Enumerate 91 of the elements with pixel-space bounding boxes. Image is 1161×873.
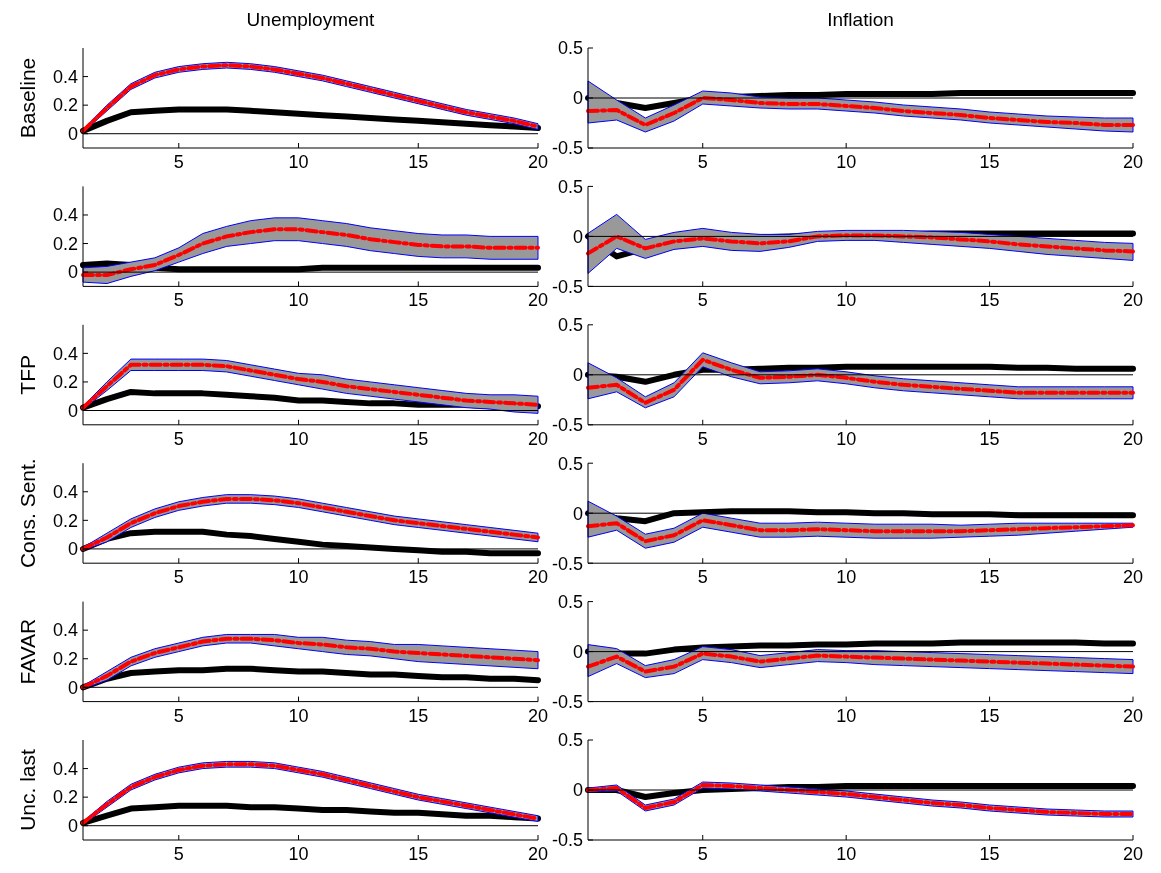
x-tick-label: 5 bbox=[173, 567, 184, 588]
x-tick-label: 10 bbox=[836, 152, 857, 172]
y-tick-label: 0.5 bbox=[557, 730, 583, 751]
x-tick-label: 20 bbox=[1122, 705, 1144, 726]
y-axis-title: TFP bbox=[16, 354, 39, 395]
x-tick-label: 20 bbox=[527, 152, 549, 172]
y-axis-title: Unc. last bbox=[16, 748, 39, 831]
y-tick-label: 0.5 bbox=[557, 176, 583, 197]
x-tick-label: 20 bbox=[527, 290, 549, 311]
y-tick-label: 0 bbox=[67, 816, 78, 837]
x-tick-label: 20 bbox=[527, 705, 549, 726]
y-tick-label: 0 bbox=[572, 780, 583, 801]
y-axis-title: Cons. Sent. bbox=[16, 458, 39, 569]
x-tick-label: 15 bbox=[408, 567, 429, 588]
x-tick-label: 5 bbox=[173, 152, 184, 172]
x-tick-label: 10 bbox=[288, 844, 309, 864]
y-tick-label: 0 bbox=[572, 503, 583, 524]
x-tick-label: 15 bbox=[408, 152, 429, 172]
x-tick-label: 15 bbox=[408, 844, 429, 864]
x-tick-label: 15 bbox=[408, 290, 429, 311]
x-tick-label: 20 bbox=[527, 567, 549, 588]
x-tick-label: 20 bbox=[1122, 844, 1144, 864]
y-tick-label: 0 bbox=[67, 677, 78, 698]
x-tick-label: 20 bbox=[1122, 152, 1144, 172]
x-tick-label: 20 bbox=[527, 844, 549, 864]
x-tick-label: 5 bbox=[173, 428, 184, 449]
y-tick-label: 0 bbox=[67, 400, 78, 421]
x-tick-label: 5 bbox=[697, 567, 708, 588]
y-axis-title: FAVAR bbox=[16, 618, 39, 685]
x-tick-label: 5 bbox=[697, 290, 708, 311]
y-tick-label: 0.2 bbox=[52, 233, 78, 254]
y-tick-label: 0 bbox=[572, 88, 583, 109]
x-tick-label: 20 bbox=[527, 428, 549, 449]
y-tick-label: 0 bbox=[67, 124, 78, 145]
x-tick-label: 10 bbox=[836, 290, 857, 311]
y-tick-label: 0.2 bbox=[52, 510, 78, 531]
y-tick-label: 0 bbox=[67, 539, 78, 560]
x-tick-label: 20 bbox=[1122, 428, 1144, 449]
y-tick-label: 0.4 bbox=[52, 758, 78, 779]
x-tick-label: 10 bbox=[288, 428, 309, 449]
x-tick-label: 5 bbox=[173, 844, 184, 864]
y-tick-label: -0.5 bbox=[551, 415, 583, 436]
x-tick-label: 15 bbox=[979, 567, 1000, 588]
x-tick-label: 5 bbox=[697, 844, 708, 864]
chart-title: Unemployment bbox=[246, 9, 376, 30]
y-tick-label: -0.5 bbox=[551, 276, 583, 297]
y-tick-label: 0 bbox=[572, 641, 583, 662]
y-tick-label: 0.2 bbox=[52, 787, 78, 808]
x-tick-label: 10 bbox=[836, 567, 857, 588]
y-tick-label: 0.5 bbox=[557, 591, 583, 612]
y-tick-label: 0.4 bbox=[52, 482, 78, 503]
x-tick-label: 10 bbox=[288, 290, 309, 311]
y-tick-label: 0 bbox=[572, 226, 583, 247]
x-tick-label: 5 bbox=[697, 428, 708, 449]
x-tick-label: 5 bbox=[173, 290, 184, 311]
x-tick-label: 15 bbox=[408, 705, 429, 726]
y-tick-label: 0.2 bbox=[52, 95, 78, 116]
y-tick-label: 0.2 bbox=[52, 372, 78, 393]
y-tick-label: 0.4 bbox=[52, 66, 78, 87]
y-tick-label: -0.5 bbox=[551, 553, 583, 574]
y-tick-label: 0.4 bbox=[52, 620, 78, 641]
y-tick-label: -0.5 bbox=[551, 830, 583, 851]
y-tick-label: 0.4 bbox=[52, 205, 78, 226]
x-tick-label: 10 bbox=[836, 428, 857, 449]
x-tick-label: 5 bbox=[697, 705, 708, 726]
x-tick-label: 15 bbox=[979, 152, 1000, 172]
x-tick-label: 15 bbox=[408, 428, 429, 449]
x-tick-label: 10 bbox=[288, 152, 309, 172]
y-tick-label: 0 bbox=[572, 365, 583, 386]
y-tick-label: -0.5 bbox=[551, 691, 583, 712]
x-tick-label: 10 bbox=[288, 705, 309, 726]
y-tick-label: 0.5 bbox=[557, 38, 583, 59]
x-tick-label: 10 bbox=[836, 844, 857, 864]
x-tick-label: 5 bbox=[173, 705, 184, 726]
x-tick-label: 20 bbox=[1122, 567, 1144, 588]
x-tick-label: 15 bbox=[979, 844, 1000, 864]
y-tick-label: 0.5 bbox=[557, 315, 583, 336]
x-tick-label: 5 bbox=[697, 152, 708, 172]
x-tick-label: 10 bbox=[836, 705, 857, 726]
y-tick-label: 0.4 bbox=[52, 343, 78, 364]
y-tick-label: 0 bbox=[67, 262, 78, 283]
x-tick-label: 15 bbox=[979, 705, 1000, 726]
x-tick-label: 15 bbox=[979, 428, 1000, 449]
y-tick-label: -0.5 bbox=[551, 138, 583, 159]
y-tick-label: 0.2 bbox=[52, 649, 78, 670]
x-tick-label: 15 bbox=[979, 290, 1000, 311]
x-tick-label: 10 bbox=[288, 567, 309, 588]
x-tick-label: 20 bbox=[1122, 290, 1144, 311]
y-axis-title: Baseline bbox=[16, 57, 39, 139]
y-tick-label: 0.5 bbox=[557, 453, 583, 474]
chart-title: Inflation bbox=[827, 9, 894, 30]
